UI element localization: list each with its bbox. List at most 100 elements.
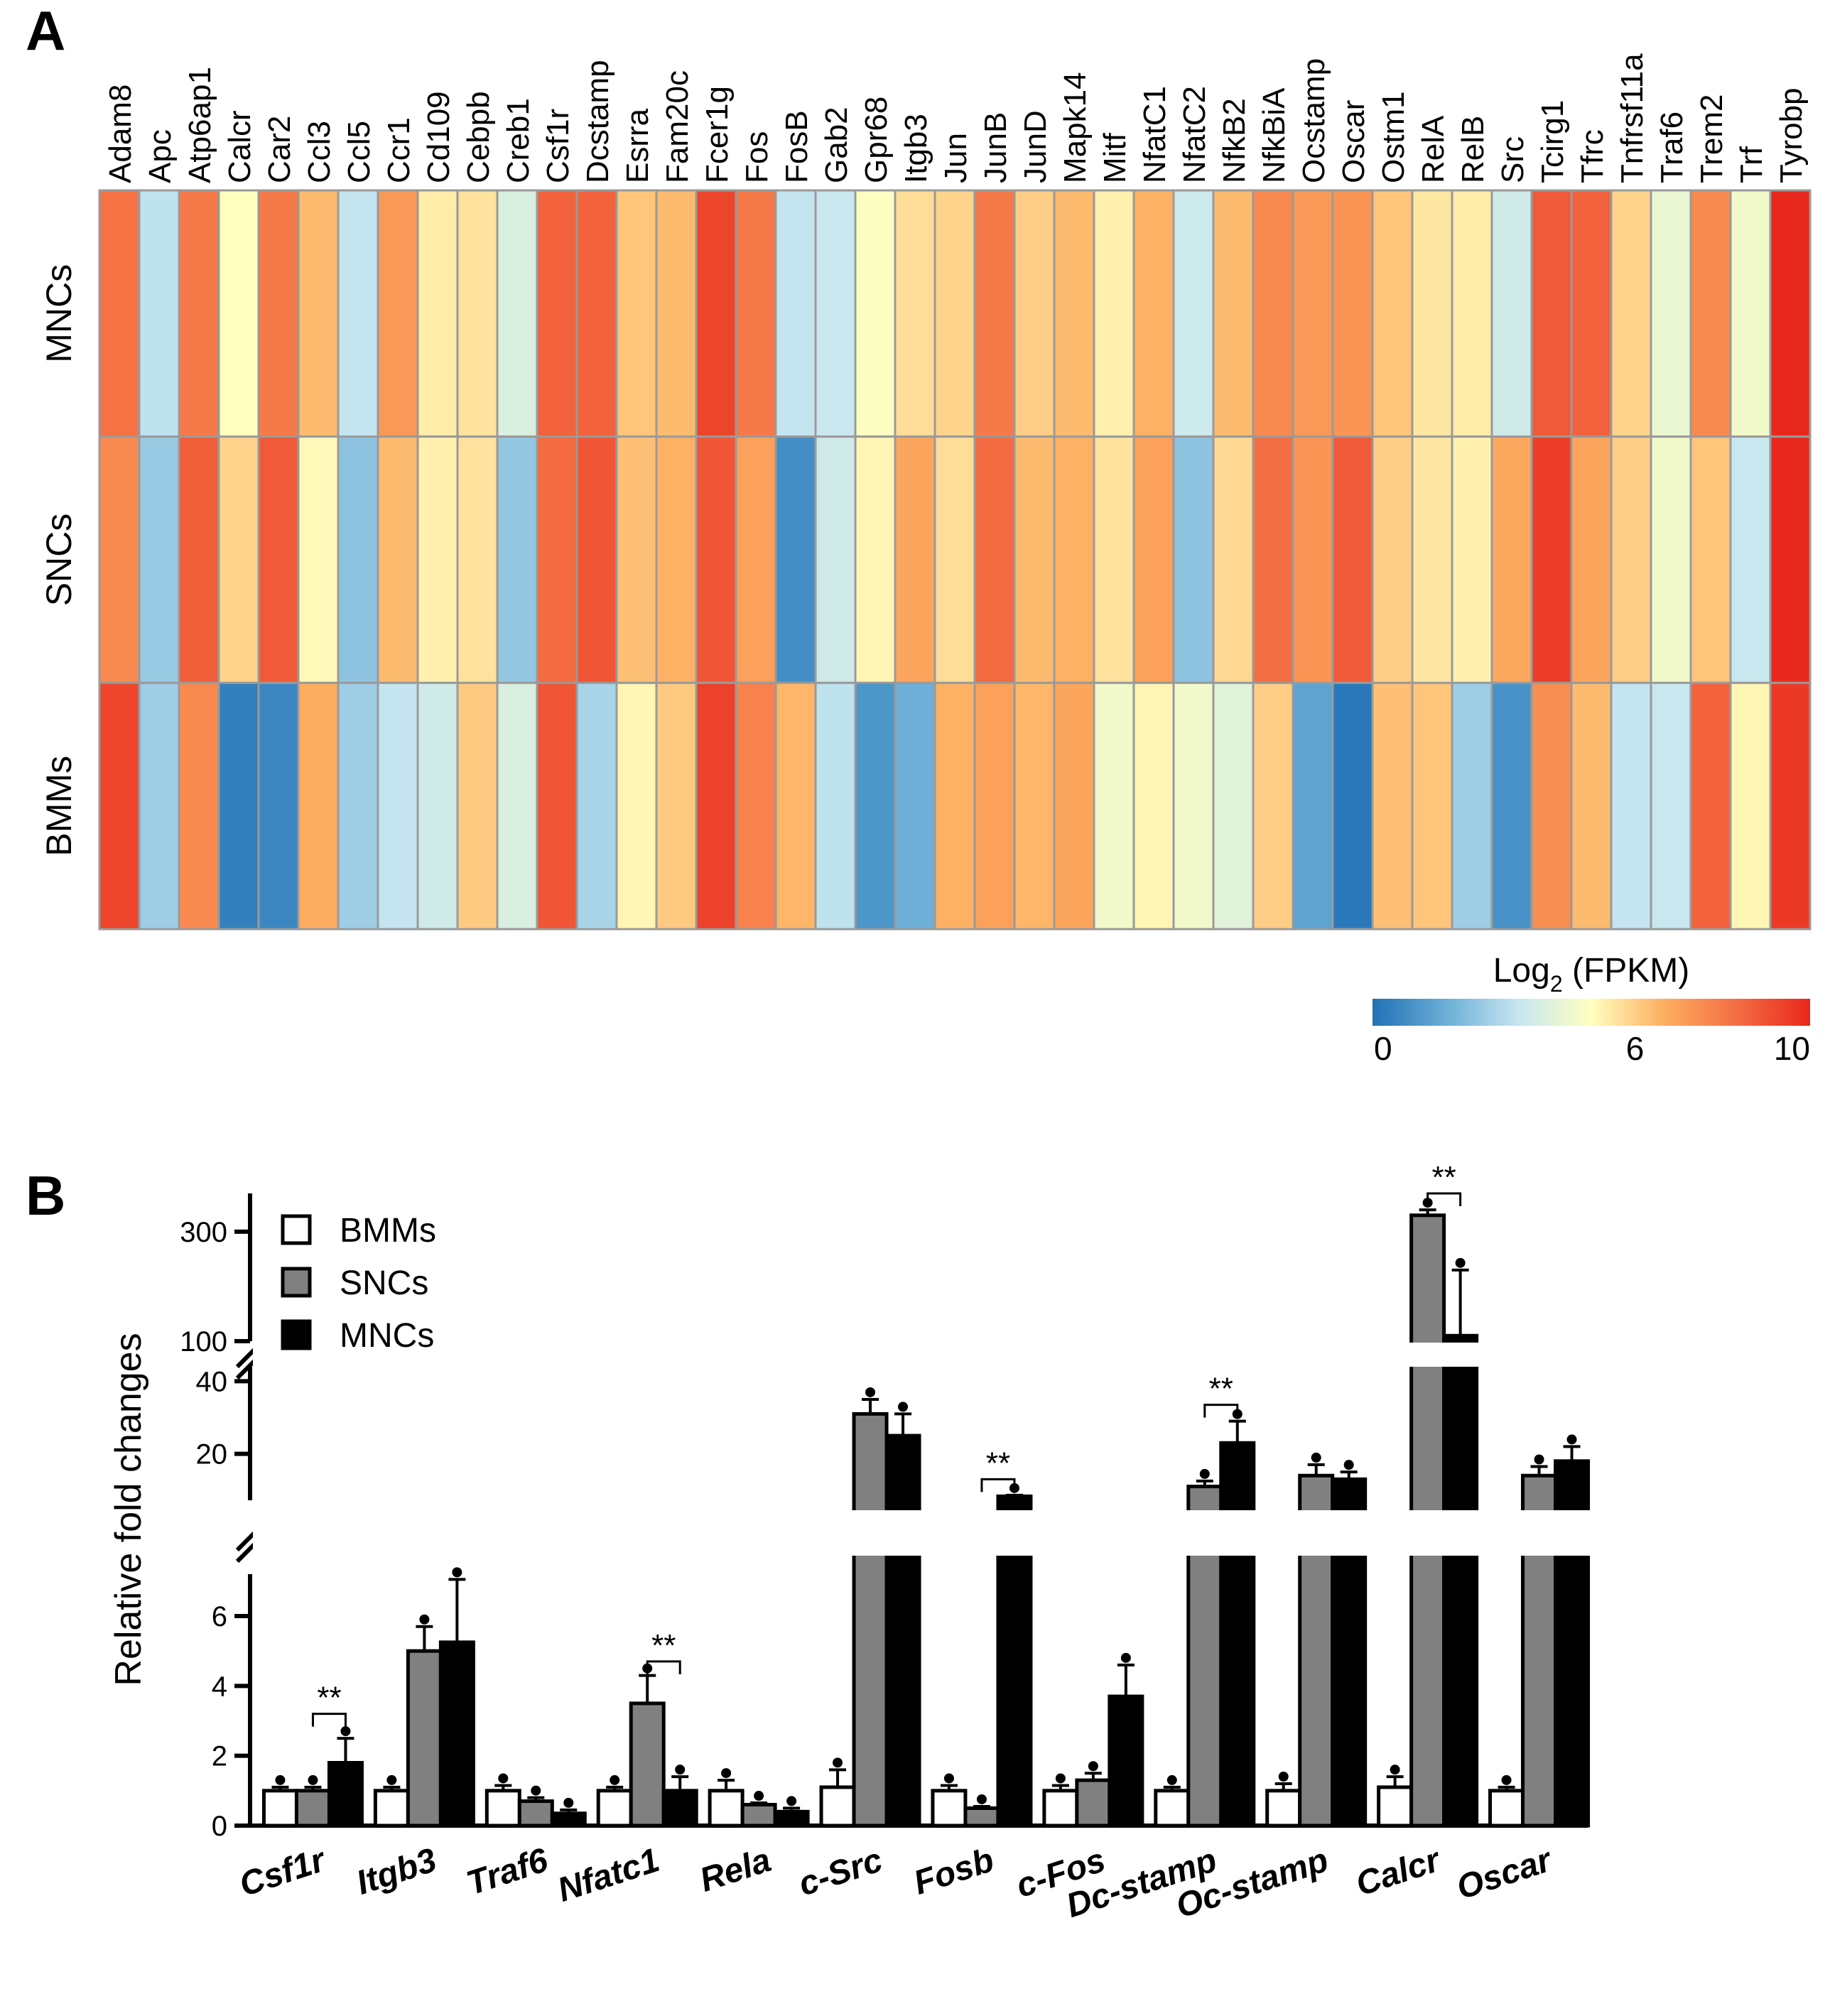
gene-label: Trem2 bbox=[1694, 94, 1729, 184]
x-category-label: Oscar bbox=[1452, 1841, 1557, 1907]
heatmap-cell-bmms-tcirg1 bbox=[1530, 681, 1573, 931]
bar-mncs bbox=[438, 1640, 475, 1828]
bar-bmms bbox=[261, 1789, 298, 1828]
heatmap-cell-bmms-tfrc bbox=[1570, 681, 1613, 931]
data-point bbox=[943, 1773, 954, 1784]
heatmap-cell-sncs-trf bbox=[1729, 435, 1772, 684]
gene-label: Src bbox=[1495, 136, 1530, 183]
heatmap-cell-bmms-jun bbox=[933, 681, 976, 931]
x-category-label: Itgb3 bbox=[352, 1841, 441, 1902]
heatmap-cell-mncs-esrra bbox=[615, 189, 658, 438]
heatmap-cell-sncs-apc bbox=[138, 435, 180, 684]
heatmap-cell-sncs-fcer1g bbox=[695, 435, 737, 684]
gene-label: Tnfrsf11a bbox=[1615, 53, 1650, 183]
data-point bbox=[976, 1794, 987, 1804]
heatmap-cell-sncs-mitf bbox=[1093, 435, 1135, 684]
heatmap-cell-bmms-gpr68 bbox=[854, 681, 897, 931]
heatmap-cell-mncs-rela bbox=[1411, 189, 1453, 438]
heatmap-cell-bmms-adam8 bbox=[98, 681, 141, 931]
heatmap-cell-sncs-cd109 bbox=[416, 435, 459, 684]
gene-label: Atp6ap1 bbox=[183, 67, 217, 183]
legend-label: BMMs bbox=[340, 1212, 436, 1250]
bar-mncs bbox=[884, 1434, 921, 1828]
data-point bbox=[1120, 1652, 1131, 1663]
data-point bbox=[786, 1796, 797, 1806]
legend-swatch-mncs bbox=[281, 1319, 312, 1350]
heatmap-cell-mncs-fcer1g bbox=[695, 189, 737, 438]
gene-label: Ccl3 bbox=[302, 121, 337, 183]
colorbar-title-prefix: Log bbox=[1493, 952, 1550, 990]
bar-mncs bbox=[1219, 1441, 1256, 1828]
heatmap-cell-bmms-tyrobp bbox=[1769, 681, 1812, 931]
heatmap-cell-mncs-tnfrsf11a bbox=[1610, 189, 1652, 438]
heatmap-cell-bmms-csf1r bbox=[536, 681, 578, 931]
heatmap-cell-sncs-nfatc2 bbox=[1172, 435, 1215, 684]
heatmap-cell-sncs-esrra bbox=[615, 435, 658, 684]
heatmap-cell-mncs-ccl3 bbox=[297, 189, 340, 438]
heatmap-cell-sncs-jun bbox=[933, 435, 976, 684]
heatmap-cell-bmms-nfkbia bbox=[1252, 681, 1294, 931]
data-point bbox=[498, 1773, 509, 1784]
x-category-label: Calcr bbox=[1351, 1841, 1446, 1903]
heatmap-cell-bmms-cebpb bbox=[456, 681, 499, 931]
gene-label: Fcer1g bbox=[700, 86, 735, 183]
heatmap-cell-sncs-tyrobp bbox=[1769, 435, 1812, 684]
heatmap-cell-bmms-esrra bbox=[615, 681, 658, 931]
heatmap-cell-bmms-fcer1g bbox=[695, 681, 737, 931]
heatmap-cell-sncs-fam20c bbox=[655, 435, 698, 684]
heatmap-cell-mncs-jun bbox=[933, 189, 976, 438]
gene-label: Esrra bbox=[620, 108, 655, 183]
heatmap-cell-sncs-ccl5 bbox=[337, 435, 379, 684]
gene-label: Cebpb bbox=[461, 91, 496, 183]
heatmap-cell-sncs-ocstamp bbox=[1292, 435, 1334, 684]
data-point bbox=[865, 1387, 876, 1397]
bar-mncs bbox=[661, 1789, 698, 1828]
bar-bmms bbox=[1265, 1789, 1302, 1828]
heatmap-cell-mncs-tyrobp bbox=[1769, 189, 1812, 438]
heatmap-cell-bmms-itgb3 bbox=[894, 681, 936, 931]
heatmap-cell-sncs-traf6 bbox=[1650, 435, 1692, 684]
legend-label: MNCs bbox=[340, 1317, 434, 1355]
y-tick-label: 300 bbox=[180, 1217, 227, 1248]
heatmap-cell-mncs-ocstamp bbox=[1292, 189, 1334, 438]
gene-label: Ocstamp bbox=[1296, 58, 1331, 183]
heatmap-cell-mncs-ccl5 bbox=[337, 189, 379, 438]
gene-label: Adam8 bbox=[103, 85, 138, 183]
data-point bbox=[1199, 1468, 1210, 1479]
heatmap-cell-sncs-nfatc1 bbox=[1132, 435, 1175, 684]
gene-label: Tfrc bbox=[1575, 129, 1610, 183]
heatmap-cell-bmms-rela bbox=[1411, 681, 1453, 931]
heatmap-cell-mncs-nfkbia bbox=[1252, 189, 1294, 438]
heatmap-cell-sncs-junb bbox=[973, 435, 1016, 684]
heatmap-cell-bmms-jund bbox=[1013, 681, 1056, 931]
bar-bmms bbox=[1154, 1789, 1191, 1828]
significance-label: ** bbox=[1209, 1372, 1233, 1407]
axis-break-gap bbox=[253, 1343, 1591, 1367]
gene-label: Calcr bbox=[222, 110, 257, 183]
heatmap-cell-bmms-apc bbox=[138, 681, 180, 931]
data-point bbox=[1566, 1434, 1577, 1445]
bar-sncs bbox=[517, 1799, 554, 1828]
data-point bbox=[833, 1757, 843, 1768]
heatmap-cell-sncs-oscar bbox=[1331, 435, 1374, 684]
data-point bbox=[452, 1567, 462, 1578]
data-point bbox=[308, 1774, 318, 1785]
colorbar-tick: 6 bbox=[1626, 1030, 1645, 1067]
bar-bmms bbox=[373, 1789, 410, 1828]
heatmap-cell-bmms-tnfrsf11a bbox=[1610, 681, 1652, 931]
bar-sncs bbox=[1075, 1778, 1112, 1828]
row-label: MNCs bbox=[39, 264, 79, 363]
heatmap-cell-mncs-csf1r bbox=[536, 189, 578, 438]
bar-bmms bbox=[819, 1785, 856, 1828]
heatmap-cell-bmms-src bbox=[1490, 681, 1533, 931]
heatmap-cell-mncs-apc bbox=[138, 189, 180, 438]
heatmap-cell-mncs-nfatc1 bbox=[1132, 189, 1175, 438]
data-point bbox=[531, 1785, 541, 1796]
heatmap-cell-mncs-nfkb2 bbox=[1212, 189, 1255, 438]
heatmap-cell-bmms-gab2 bbox=[814, 681, 857, 931]
heatmap-cell-mncs-trem2 bbox=[1689, 189, 1732, 438]
heatmap-cell-mncs-creb1 bbox=[496, 189, 538, 438]
bar-sncs bbox=[852, 1411, 889, 1828]
data-point bbox=[1343, 1460, 1354, 1470]
